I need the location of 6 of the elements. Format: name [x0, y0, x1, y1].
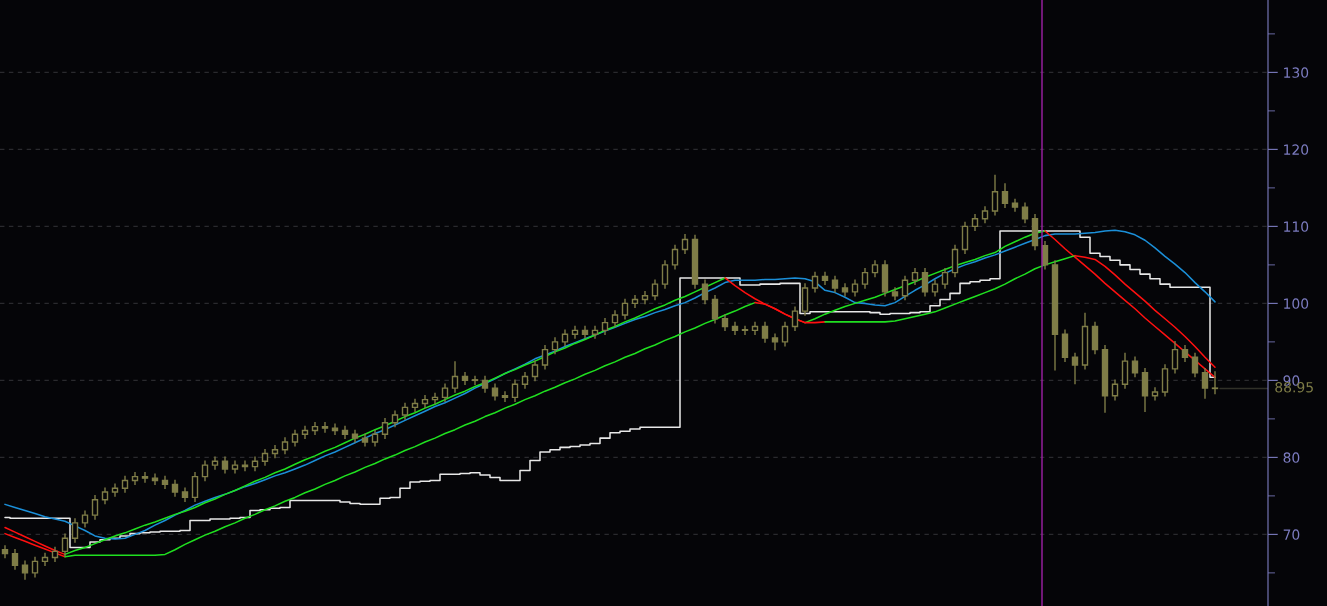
y-tick-label: 100 [1284, 298, 1309, 309]
y-tick-label: 130 [1284, 67, 1309, 78]
y-tick-label: 80 [1283, 452, 1300, 463]
y-tick-label: 120 [1284, 144, 1309, 155]
y-tick-label: 70 [1283, 529, 1300, 540]
y-tick-label: 110 [1284, 221, 1309, 232]
